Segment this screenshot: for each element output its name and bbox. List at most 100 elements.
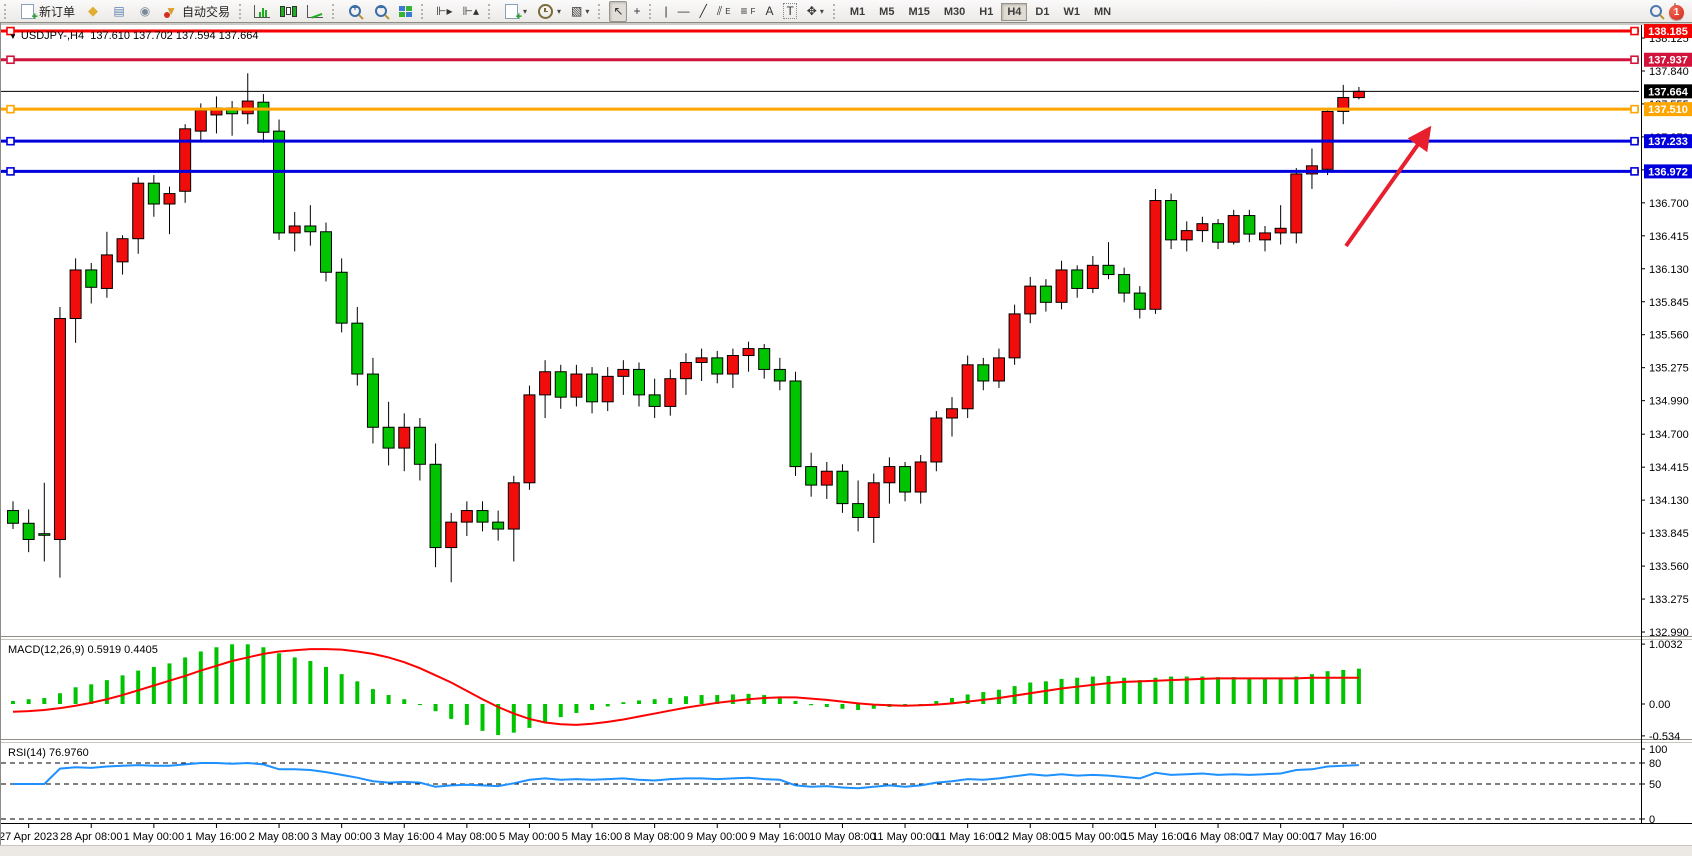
price-level-badge: [1644, 84, 1692, 99]
macd-tick-label: 1.0032: [1649, 639, 1683, 651]
zoom-in-button[interactable]: +: [343, 1, 367, 22]
styler-button[interactable]: ◆: [81, 1, 105, 22]
zoom-out-button[interactable]: −: [369, 1, 393, 22]
macd-histogram-bar: [1356, 668, 1361, 704]
bar-chart-button[interactable]: [250, 1, 274, 22]
trendline-tool-button[interactable]: ╱: [696, 1, 711, 22]
tile-windows-button[interactable]: [395, 1, 416, 22]
macd-histogram-bar: [1153, 677, 1158, 704]
price-tick-label: 134.990: [1649, 396, 1689, 408]
bullish-candle: [726, 355, 739, 375]
timeframe-button-h1[interactable]: H1: [979, 6, 994, 18]
bullish-candle: [1227, 215, 1240, 243]
toolbar-grip[interactable]: [832, 3, 839, 19]
signals-button[interactable]: ◉: [133, 1, 157, 22]
toolbar-grip[interactable]: [649, 3, 655, 19]
publisher-button[interactable]: ▤: [107, 1, 131, 22]
label-tool-button[interactable]: T: [779, 1, 800, 22]
horizontal-line-tool-button[interactable]: —: [674, 1, 694, 22]
bearish-candle: [836, 470, 849, 505]
new-order-button[interactable]: + 新订单: [15, 1, 79, 22]
macd-histogram-bar: [355, 681, 360, 704]
price-level-badge: [1644, 164, 1692, 179]
bullish-candle: [946, 408, 958, 419]
macd-histogram-bar: [1216, 677, 1221, 704]
macd-histogram-bar: [1247, 677, 1252, 704]
timeframe-button-m5[interactable]: M5: [879, 6, 895, 18]
bullish-candle: [570, 373, 583, 398]
search-icon[interactable]: [1650, 5, 1662, 17]
macd-histogram-bar: [433, 704, 438, 712]
new-order-label: 新订单: [39, 4, 76, 19]
text-tool-button[interactable]: A: [761, 1, 777, 22]
timeframe-button-w1[interactable]: W1: [1063, 6, 1080, 18]
chart-shift-button[interactable]: ⊩▴: [459, 1, 483, 22]
macd-histogram-bar: [464, 704, 469, 725]
time-axis-label: 11 May 00:00: [872, 831, 938, 843]
price-tick-label: 133.560: [1649, 561, 1689, 573]
crosshair-tool-button[interactable]: +: [629, 1, 644, 22]
macd-histogram-bar: [449, 704, 454, 719]
timeframe-button-d1[interactable]: D1: [1035, 6, 1050, 18]
bullish-candle: [116, 238, 129, 263]
price-tick-label: 136.700: [1649, 198, 1689, 210]
macd-histogram-bar: [1122, 677, 1127, 704]
toolbar-grip[interactable]: [4, 3, 10, 19]
chart-window[interactable]: 138.125137.840137.555137.270136.985136.7…: [0, 22, 1692, 845]
toolbar-grip[interactable]: [421, 3, 427, 19]
timeframe-button-h4[interactable]: H4: [1001, 3, 1028, 21]
toolbar-grip[interactable]: [488, 3, 494, 19]
bullish-candle: [288, 225, 301, 234]
timeframe-button-m30[interactable]: M30: [943, 6, 966, 18]
rsi-tick-label: 50: [1649, 779, 1661, 791]
bearish-candle: [413, 426, 426, 465]
bearish-candle: [351, 322, 364, 375]
chart-canvas[interactable]: 138.125137.840137.555137.270136.985136.7…: [1, 23, 1692, 846]
vertical-line-tool-button[interactable]: |: [660, 1, 671, 22]
community-chat-button[interactable]: 1: [1669, 3, 1684, 20]
bearish-candle: [758, 348, 771, 370]
bearish-candle: [320, 231, 332, 273]
templates-button[interactable]: ▧ ▾: [567, 1, 593, 22]
line-handle: [1630, 167, 1639, 176]
time-axis-label: 15 May 00:00: [1060, 831, 1127, 843]
toolbar-grip[interactable]: [598, 3, 604, 19]
bullish-candle: [664, 378, 677, 407]
toolbar-grip[interactable]: [332, 3, 338, 19]
cursor-icon: ↖: [613, 4, 624, 18]
timeframe-button-m1[interactable]: M1: [849, 6, 866, 18]
macd-histogram-bar: [730, 694, 735, 704]
bearish-candle: [554, 371, 567, 398]
timeframe-button-mn[interactable]: MN: [1093, 6, 1112, 18]
timeframe-button-m15[interactable]: M15: [908, 6, 930, 18]
fibonacci-tool-button[interactable]: ≡ F: [737, 1, 760, 22]
auto-scroll-icon: ⊩▸: [436, 4, 453, 18]
crosshair-icon: +: [633, 4, 641, 18]
price-tick-label: 133.275: [1649, 594, 1689, 606]
line-chart-button[interactable]: [303, 1, 327, 22]
candlestick-chart-button[interactable]: [276, 1, 301, 22]
toolbar-grip[interactable]: [239, 3, 245, 19]
macd-histogram-bar: [950, 698, 954, 704]
price-level-badge-text: 137.937: [1648, 55, 1688, 67]
bullish-candle: [1149, 200, 1162, 310]
cursor-tool-button[interactable]: ↖: [609, 0, 628, 22]
timeframe-group: M1 M5 M15 M30 H1 H4 D1 W1 MN: [843, 3, 1118, 21]
symbol-dropdown-icon[interactable]: ▼: [9, 32, 17, 41]
arrows-tool-button[interactable]: ✥ ▾: [803, 1, 828, 22]
macd-histogram-bar: [840, 704, 845, 709]
macd-histogram-bar: [183, 657, 188, 704]
macd-histogram-bar: [1106, 675, 1111, 704]
periods-button[interactable]: ▾: [533, 1, 565, 22]
bearish-candle: [805, 466, 818, 486]
indicators-button[interactable]: + ▾: [499, 1, 531, 22]
auto-scroll-button[interactable]: ⊩▸: [432, 1, 456, 22]
channel-tool-button[interactable]: ⫽ E: [713, 1, 735, 22]
rsi-tick-label: 80: [1649, 758, 1661, 770]
autotrade-button[interactable]: ▼ 自动交易: [159, 1, 234, 22]
macd-tick-label: -0.534: [1649, 731, 1680, 743]
bullish-candle: [617, 368, 630, 377]
autotrade-label: 自动交易: [182, 4, 231, 19]
bullish-candle: [1290, 173, 1303, 234]
clock-icon: [538, 3, 554, 19]
